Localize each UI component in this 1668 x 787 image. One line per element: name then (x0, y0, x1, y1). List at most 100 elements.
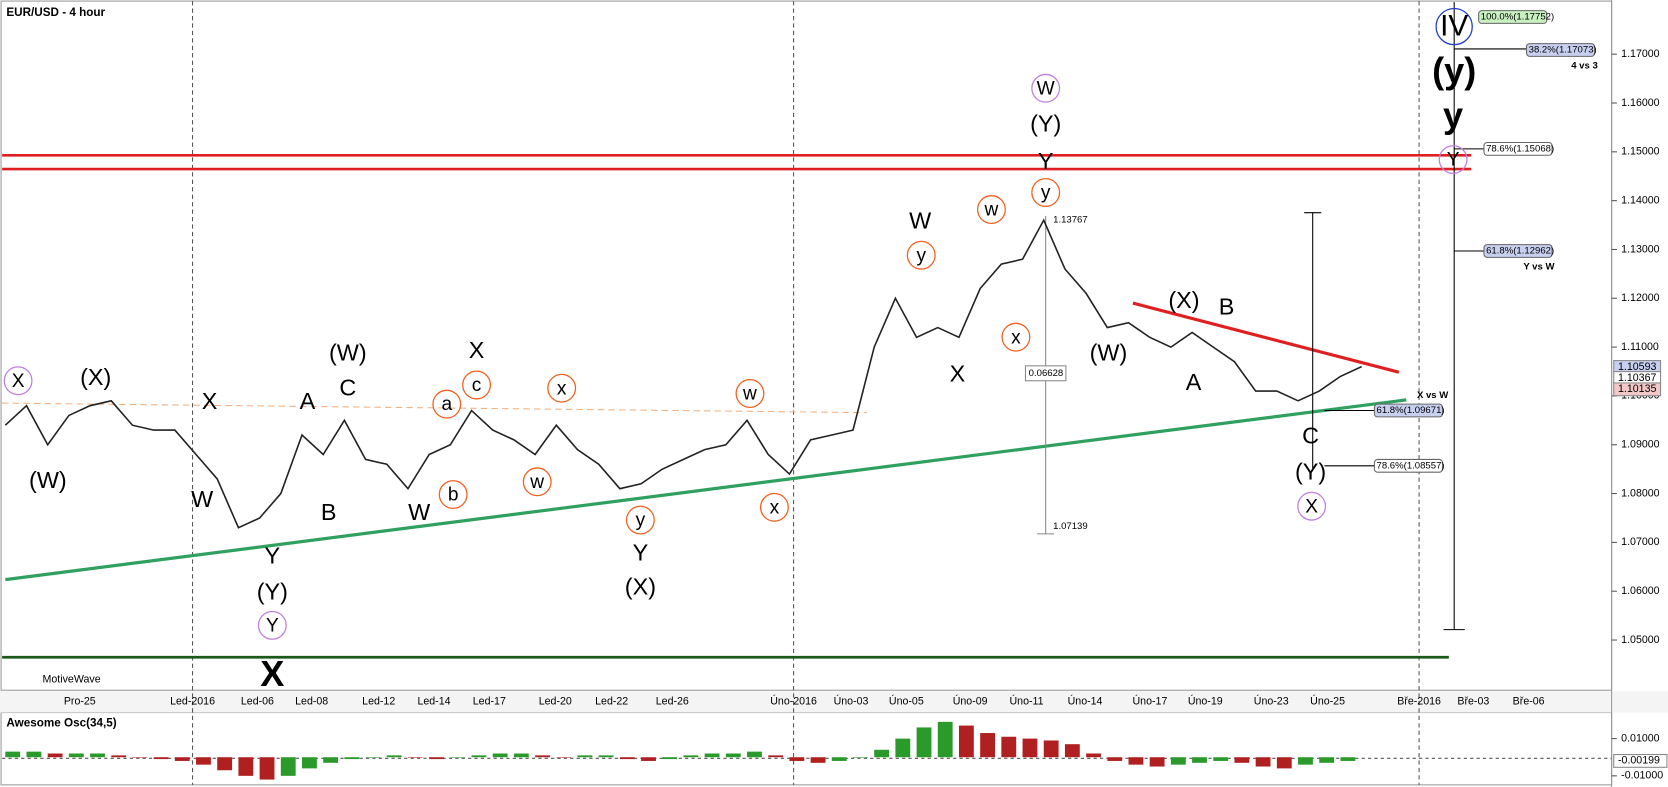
x-tick-label: Led-12 (362, 696, 395, 708)
wave-label: B (1219, 294, 1235, 320)
wave-label: W (191, 486, 213, 512)
osc-bar (365, 757, 381, 758)
osc-bar (704, 753, 720, 758)
wave-label: w (529, 472, 544, 493)
osc-bar (1086, 753, 1101, 758)
osc-bar (238, 757, 254, 776)
wave-circle (522, 467, 552, 497)
wave-circle (547, 373, 577, 403)
wave-label: IV (1440, 10, 1468, 43)
x-tick-label: Úno-11 (1010, 695, 1044, 708)
osc-bar (1298, 757, 1313, 765)
x-tick-label: Bře-2016 (1397, 696, 1441, 708)
wave-label: y (1443, 95, 1463, 136)
x-tick-label: Úno-2016 (770, 695, 817, 708)
osc-bar (980, 733, 996, 758)
wave-label: X (1305, 496, 1318, 517)
last-value-box (1613, 754, 1668, 768)
fib-box (1373, 403, 1444, 418)
wave-label: X (469, 337, 485, 363)
osc-bar (26, 751, 42, 758)
x-tick-label: Led-08 (295, 696, 328, 708)
osc-bar (1276, 757, 1292, 769)
y-tick-label: 1.16000 (1621, 97, 1660, 109)
wave-label: (W) (329, 339, 367, 365)
wave-circle (432, 389, 462, 419)
y-tick-label: 1.08000 (1621, 487, 1660, 499)
measure-label: 0.06628 (1029, 368, 1064, 379)
wave-label: x (770, 497, 780, 518)
osc-bar (1213, 757, 1229, 761)
osc-bar (259, 757, 275, 780)
x-tick-label: Úno-19 (1188, 695, 1223, 708)
y-tick-label: 1.14000 (1621, 194, 1660, 206)
price-tag: 1.10367 (1618, 372, 1657, 384)
osc-bar (641, 757, 656, 761)
fib-box (1373, 458, 1444, 473)
x-tick-label: Úno-09 (953, 695, 988, 708)
wave-label: y (916, 245, 926, 266)
wave-label: W (909, 207, 931, 233)
wave-label: W (1037, 78, 1055, 99)
wave-label: a (441, 394, 452, 415)
wave-label: C (339, 374, 356, 400)
wave-label: x (1011, 327, 1021, 348)
wave-label: (X) (625, 573, 656, 599)
wave-label: b (448, 485, 459, 506)
osc-title: Awesome Osc(34,5) (6, 716, 116, 729)
osc-bar (302, 757, 317, 769)
wave-label: Y (266, 615, 279, 636)
wave-circle (257, 610, 287, 640)
fib-label: 100.0%(1.17752) (1481, 12, 1554, 23)
osc-bar (916, 727, 932, 758)
price-tag: 1.10593 (1618, 361, 1657, 373)
wave-label: y (1041, 183, 1051, 204)
chart-title: EUR/USD - 4 hour (6, 6, 105, 19)
wave-label: (y) (1432, 50, 1476, 91)
x-tick-label: Úno-17 (1133, 695, 1168, 708)
osc-bar (1107, 757, 1123, 761)
y-tick-label: 1.17000 (1621, 48, 1660, 60)
wave-circle (1297, 491, 1327, 521)
wave-label: w (742, 384, 757, 405)
wave-circle (1001, 322, 1031, 352)
wave-label: W (408, 499, 430, 525)
osc-bar (1255, 757, 1271, 767)
x-tick-label: Pro-25 (64, 696, 96, 708)
osc-bar (1192, 757, 1207, 763)
wave-label: (X) (80, 364, 111, 390)
fib-label: 78.6%(1.08557) (1377, 460, 1445, 471)
y-tick-label: 1.13000 (1621, 243, 1660, 255)
osc-bar (471, 755, 487, 758)
osc-bar (895, 738, 911, 758)
osc-bar (1064, 744, 1080, 758)
osc-bar (683, 755, 699, 758)
osc-bar (323, 757, 339, 763)
wave-label: y (636, 510, 646, 531)
fib-box (1483, 141, 1553, 156)
wave-circle (735, 379, 765, 408)
price-line (4, 218, 1362, 529)
fib-label: 61.8%(1.09671) (1377, 405, 1445, 416)
x-tick-label: Bře-06 (1513, 696, 1545, 708)
x-tick-label: Led-06 (241, 696, 274, 708)
y-tick-label: 0.01000 (1621, 732, 1660, 744)
wave-circle (3, 366, 33, 396)
osc-bar (5, 751, 21, 758)
x-tick-label: Úno-25 (1310, 695, 1345, 708)
brand: MotiveWave (43, 673, 101, 685)
measure-label: 1.13767 (1053, 215, 1088, 226)
osc-bar (450, 757, 466, 758)
osc-bar (747, 751, 762, 758)
wave-circle (462, 370, 492, 400)
osc-bar (196, 757, 211, 765)
osc-bar (937, 721, 953, 758)
wave-label: (Y) (257, 579, 288, 605)
x-tick-label: Úno-05 (889, 695, 924, 708)
wave-label: X (260, 653, 284, 694)
measure-label: 1.07139 (1053, 521, 1088, 532)
y-tick-label: 1.11000 (1621, 341, 1659, 353)
wave-label: (Y) (1295, 458, 1326, 484)
wave-label: Y (1447, 150, 1460, 171)
fib-box (1525, 43, 1596, 57)
